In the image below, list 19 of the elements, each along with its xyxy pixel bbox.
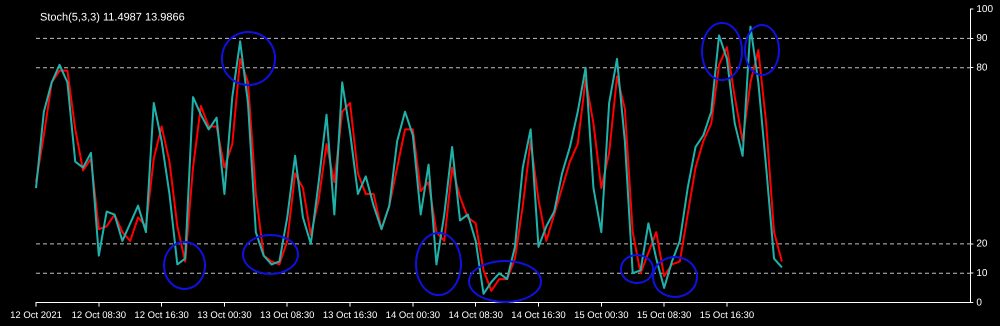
x-tick-label: 12 Oct 08:30	[72, 310, 126, 321]
x-tick-label: 15 Oct 08:30	[636, 310, 692, 321]
x-tick-label: 14 Oct 08:30	[448, 310, 503, 321]
x-tick-label: 14 Oct 00:30	[386, 310, 440, 321]
x-tick-label: 13 Oct 00:30	[197, 310, 252, 321]
x-tick-label: 12 Oct 2021	[10, 310, 62, 321]
x-tick-label: 12 Oct 16:30	[134, 310, 189, 321]
chart-title: Stoch(5,3,3) 11.4987 13.9866	[40, 12, 185, 24]
y-tick-label: 90	[976, 33, 988, 44]
y-tick-label: 20	[976, 238, 988, 250]
x-tick-label: 13 Oct 08:30	[260, 310, 314, 321]
x-tick-label: 14 Oct 16:30	[511, 310, 566, 321]
x-tick-label: 15 Oct 00:30	[574, 310, 629, 321]
x-tick-label: 13 Oct 16:30	[322, 310, 378, 321]
y-tick-label: 0	[976, 297, 982, 308]
y-tick-label: 80	[976, 62, 988, 74]
y-tick-label: 10	[976, 268, 988, 279]
y-tick-label: 100	[976, 4, 994, 15]
x-tick-label: 15 Oct 16:30	[700, 310, 754, 321]
